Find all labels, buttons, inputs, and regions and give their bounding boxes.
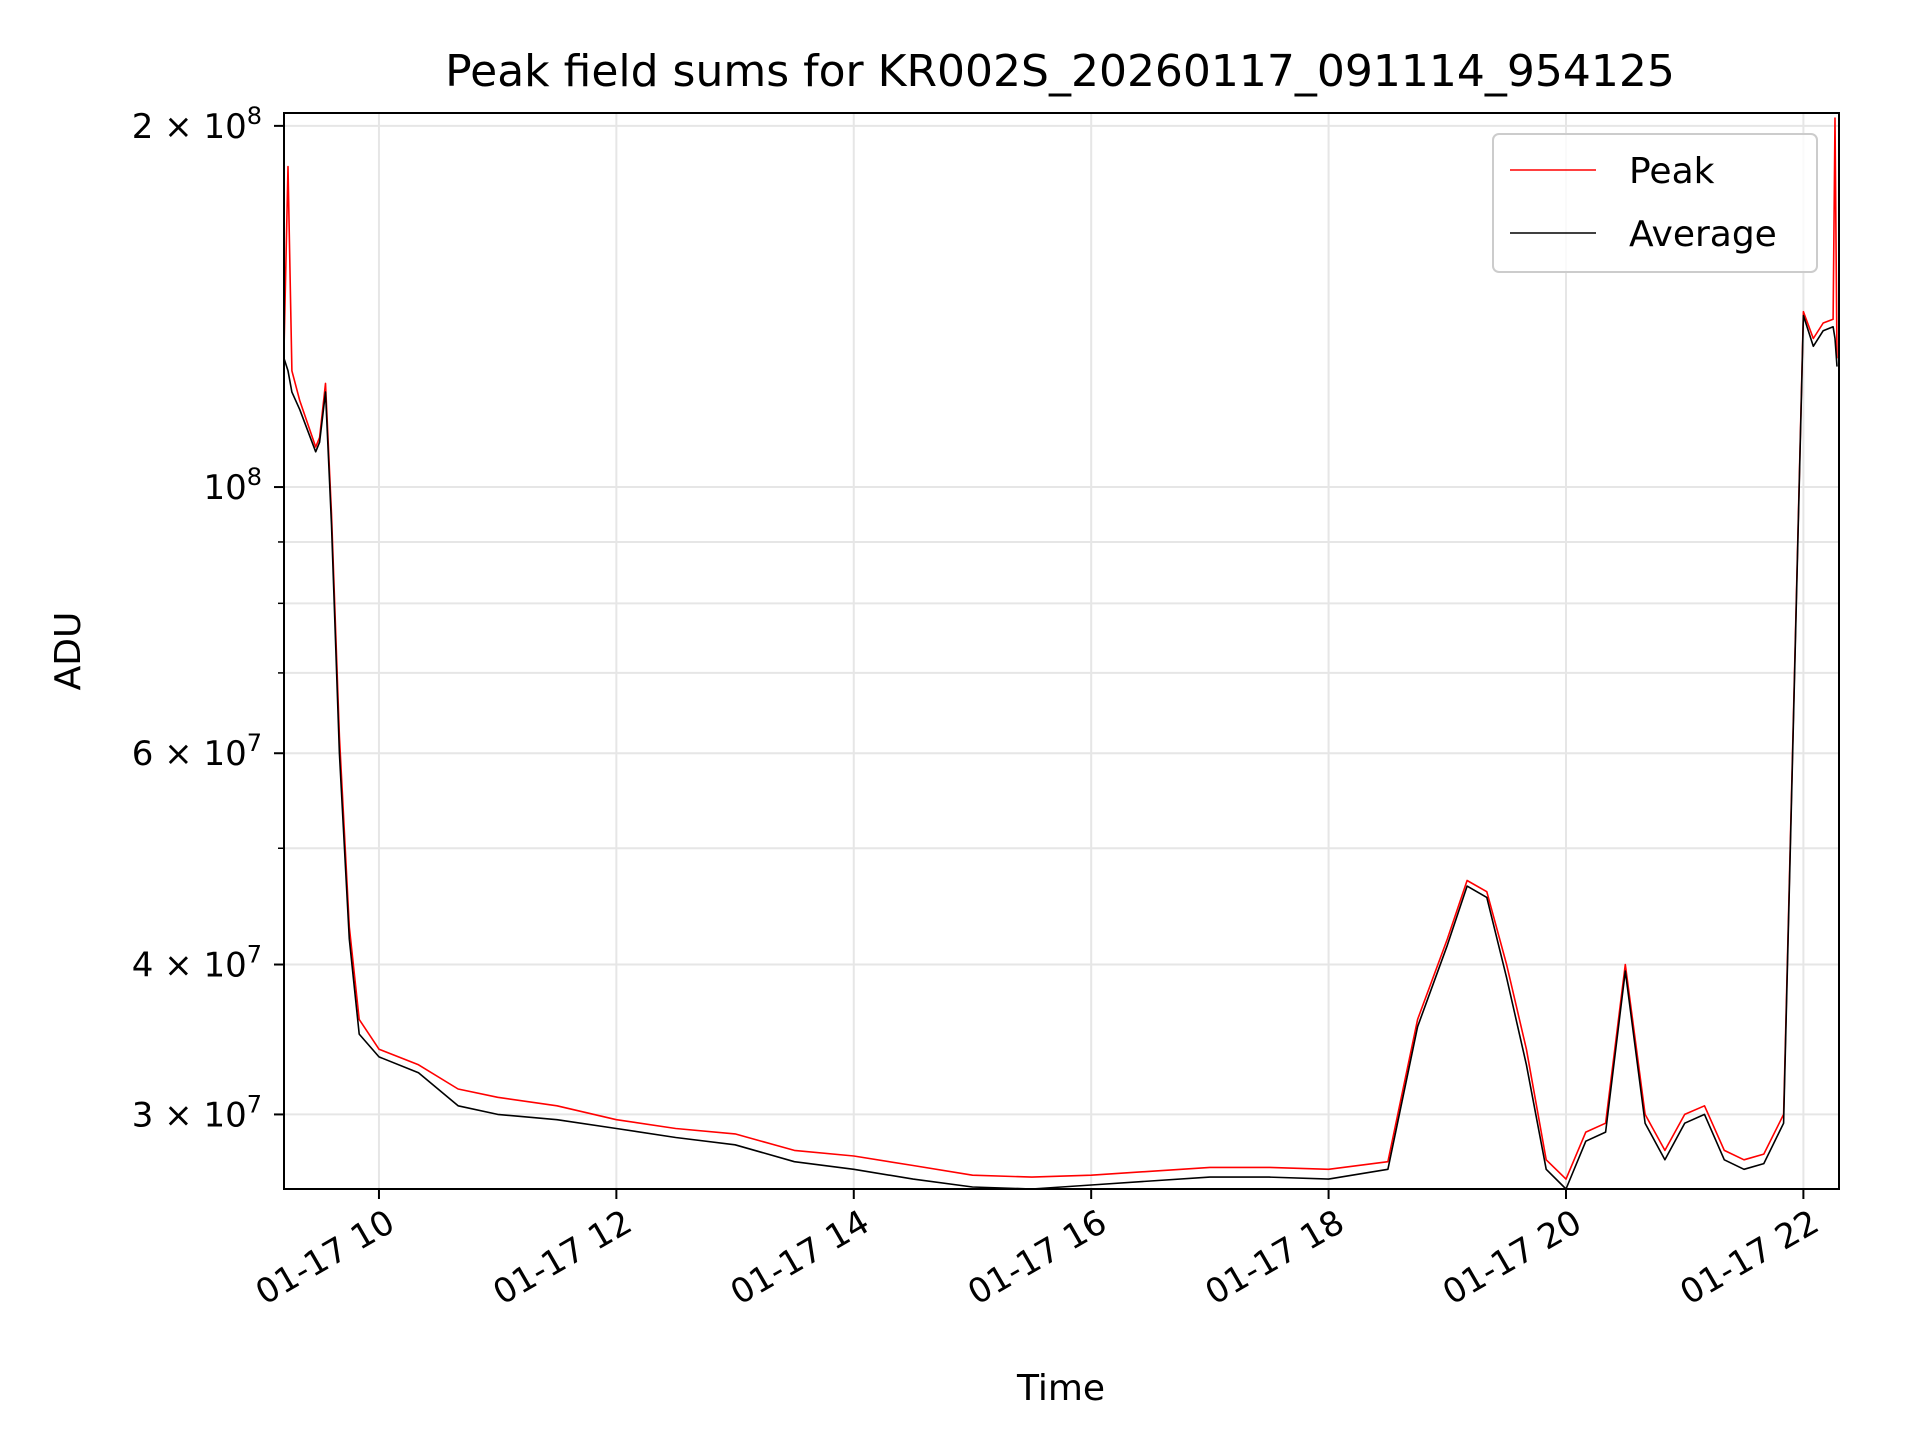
x-axis-label: Time <box>1016 1368 1105 1409</box>
legend-peak-label: Peak <box>1629 151 1715 192</box>
chart-title: Peak field sums for KR002S_20260117_0911… <box>445 46 1675 97</box>
legend-average-label: Average <box>1629 214 1777 255</box>
y-axis: 3 × 107 4 × 107 6 × 107 108 2 × 108 <box>132 102 284 1135</box>
y-tick-label: 108 <box>203 463 262 508</box>
y-axis-label: ADU <box>48 612 89 691</box>
series-line-average <box>283 314 1838 1190</box>
y-tick-label: 4 × 107 <box>132 941 262 986</box>
legend-box <box>1492 133 1818 273</box>
y-tick-label: 3 × 107 <box>132 1090 262 1135</box>
y-tick-label: 6 × 107 <box>132 729 262 774</box>
series-layer <box>283 117 1838 1190</box>
y-tick-label: 2 × 108 <box>132 102 262 147</box>
plot-frame <box>283 112 1840 1190</box>
legend: Peak Average <box>1492 133 1818 273</box>
grid-layer <box>284 113 1839 1189</box>
